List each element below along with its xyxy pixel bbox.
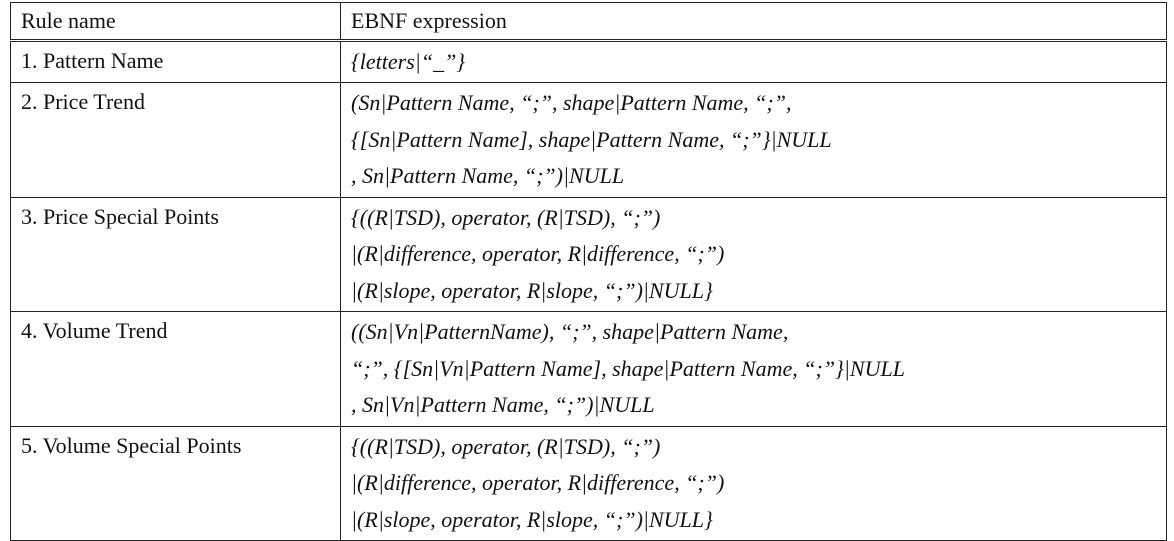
expression-line: {((R|TSD), operator, (R|TSD), “;”) [351,204,661,230]
header-ebnf-expression: EBNF expression [340,2,1167,41]
ebnf-expression-cell: ((Sn|Vn|PatternName), “;”, shape|Pattern… [340,311,1167,427]
rule-name-cell: 4. Volume Trend [10,311,341,427]
expression-line: , Sn|Pattern Name, “;”)|NULL [351,163,625,188]
ebnf-expression-cell: {((R|TSD), operator, (R|TSD), “;”) |(R|d… [340,425,1167,541]
ebnf-rules-table: Rule name EBNF expression 1. Pattern Nam… [10,2,1167,541]
rule-name-cell: 2. Price Trend [10,82,341,198]
ebnf-expression-cell: (Sn|Pattern Name, “;”, shape|Pattern Nam… [340,82,1167,198]
expression-line: |(R|slope, operator, R|slope, “;”)|NULL} [351,506,713,532]
expression-line: “;”, {[Sn|Vn|Pattern Name], shape|Patter… [351,355,905,381]
rule-name-cell: 1. Pattern Name [10,39,341,83]
expression-line: (Sn|Pattern Name, “;”, shape|Pattern Nam… [351,90,792,115]
expression-line: , Sn|Vn|Pattern Name, “;”)|NULL [351,392,655,417]
table-row: 5. Volume Special Points {((R|TSD), oper… [10,425,1167,541]
table-row: 3. Price Special Points {((R|TSD), opera… [10,196,1167,312]
table-row: 1. Pattern Name {letters|“_”} [10,39,1167,83]
expression-line: {letters|“_”} [351,49,466,74]
rule-name-cell: 5. Volume Special Points [10,425,341,541]
rule-name-cell: 3. Price Special Points [10,196,341,312]
expression-line: ((Sn|Vn|PatternName), “;”, shape|Pattern… [351,319,789,344]
expression-line: {((R|TSD), operator, (R|TSD), “;”) [351,433,661,459]
ebnf-expression-cell: {((R|TSD), operator, (R|TSD), “;”) |(R|d… [340,196,1167,312]
expression-line: |(R|slope, operator, R|slope, “;”)|NULL} [351,277,713,303]
ebnf-expression-cell: {letters|“_”} [340,39,1167,83]
ebnf-table-container: Rule name EBNF expression 1. Pattern Nam… [10,2,1167,541]
expression-line: |(R|difference, operator, R|difference, … [351,241,725,266]
expression-line: |(R|difference, operator, R|difference, … [351,470,725,495]
expression-line: {[Sn|Pattern Name], shape|Pattern Name, … [351,126,832,152]
header-rule-name: Rule name [10,2,341,41]
table-row: 4. Volume Trend ((Sn|Vn|PatternName), “;… [10,311,1167,427]
table-header-row: Rule name EBNF expression [10,2,1167,41]
table-row: 2. Price Trend (Sn|Pattern Name, “;”, sh… [10,82,1167,198]
